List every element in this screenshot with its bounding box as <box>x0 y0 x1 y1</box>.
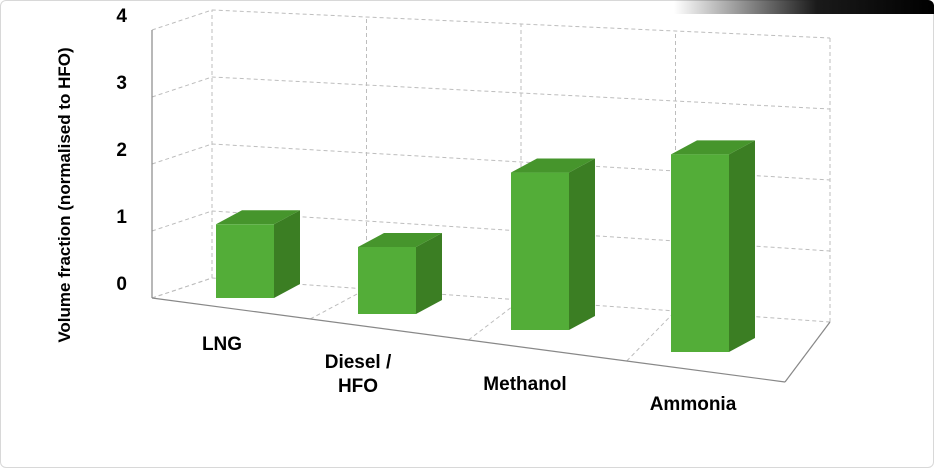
bar-1 <box>358 233 442 314</box>
bar-side <box>729 140 755 352</box>
bar-front <box>511 172 569 330</box>
category-label: Methanol <box>483 374 566 395</box>
bar-0 <box>216 210 300 298</box>
corner-shade <box>674 0 934 14</box>
gridline-floor <box>626 310 676 362</box>
bars <box>216 140 755 352</box>
bar-top <box>671 140 755 155</box>
gridline-floor <box>151 277 213 299</box>
y-tick-label: 2 <box>116 140 127 161</box>
y-axis-title: Volume fraction (normalised to HFO) <box>55 47 74 342</box>
bar-top <box>216 210 300 225</box>
bar-front <box>216 224 274 298</box>
bar-front <box>358 247 416 314</box>
y-axis-ticks: 0 1 2 3 4 <box>116 6 127 295</box>
gridline-floor <box>310 288 367 320</box>
category-label: Diesel / HFO <box>325 352 392 397</box>
category-label: Ammonia <box>650 394 737 415</box>
bar-side <box>569 158 595 330</box>
bar-top <box>511 158 595 173</box>
bar-2 <box>511 158 595 330</box>
category-label: LNG <box>202 334 242 355</box>
category-labels: LNG Diesel / HFO Methanol Ammonia <box>202 334 737 415</box>
bar-side <box>274 210 300 298</box>
gridline-3 <box>151 76 831 110</box>
bar-front <box>671 154 729 352</box>
gridline-4 <box>151 9 831 39</box>
x-axis-line <box>151 297 786 383</box>
y-tick-label: 1 <box>116 207 127 228</box>
bar-side <box>416 233 442 314</box>
bar-top <box>358 233 442 247</box>
y-tick-label: 4 <box>116 6 127 27</box>
floor-edge-right <box>784 321 831 383</box>
y-tick-label: 0 <box>116 274 127 295</box>
grid <box>151 9 831 383</box>
bar-3 <box>671 140 755 352</box>
y-tick-label: 3 <box>116 73 127 94</box>
